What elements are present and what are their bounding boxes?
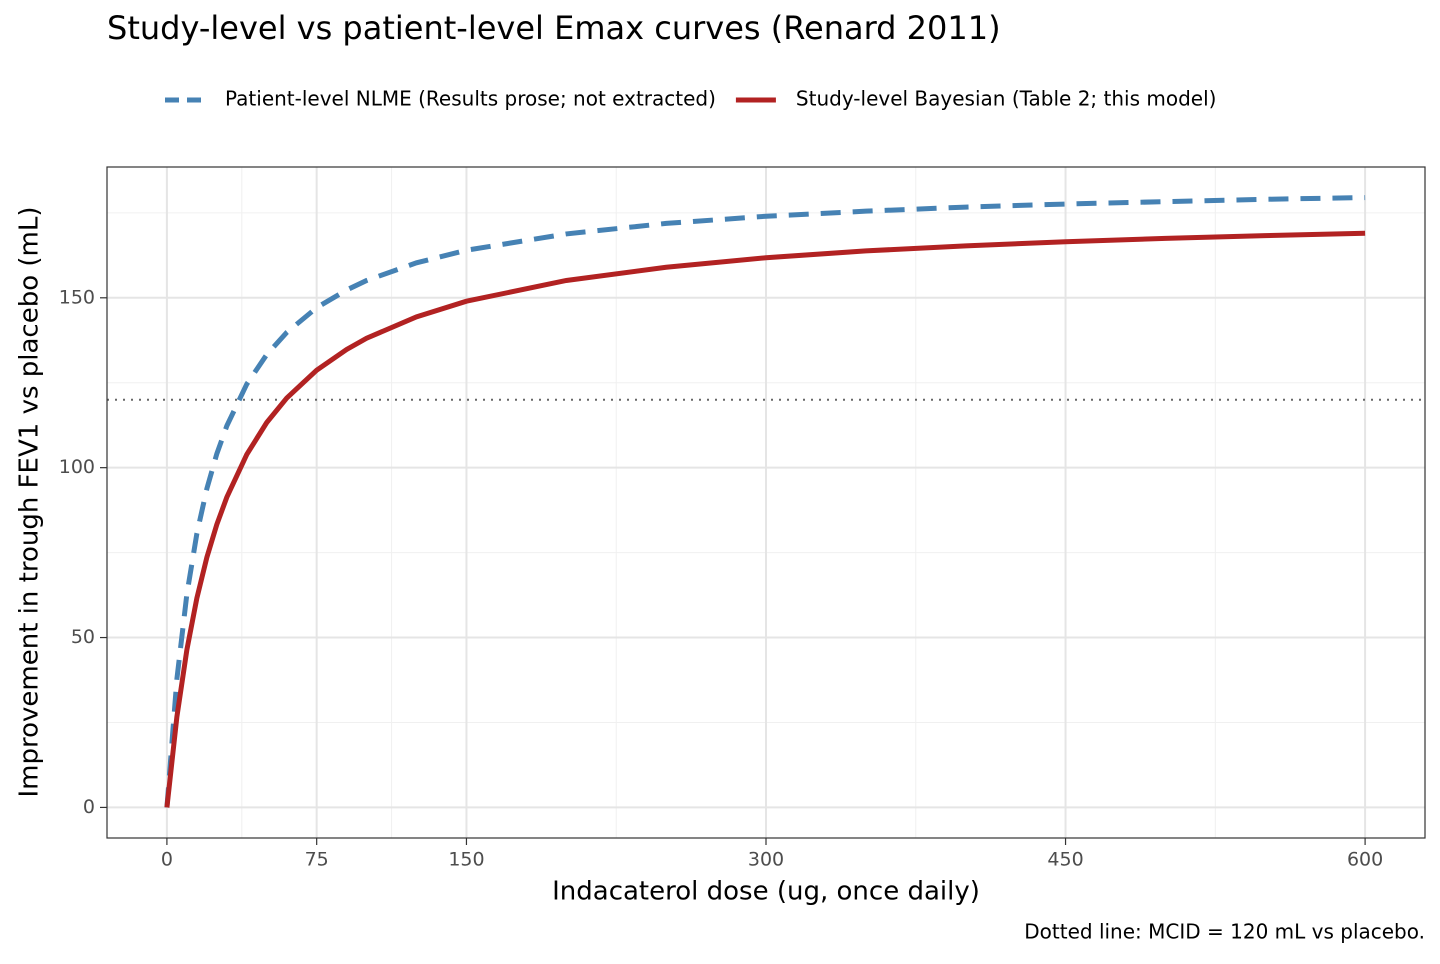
- series-line: [164, 230, 1366, 808]
- panel-border: [106, 166, 1426, 839]
- x-tick-label: 0: [161, 849, 173, 871]
- y-tick-label: 50: [71, 626, 95, 648]
- y-tick-label: 100: [59, 456, 95, 478]
- x-axis-label: Indacaterol dose (ug, once daily): [552, 877, 980, 907]
- caption: Dotted line: MCID = 120 mL vs placebo.: [1024, 920, 1425, 944]
- y-tick-label: 150: [59, 286, 95, 308]
- y-tick-label: 0: [83, 796, 95, 818]
- legend-label: Patient-level NLME (Results prose; not e…: [225, 87, 716, 111]
- y-axis-label: Improvement in trough FEV1 vs placebo (m…: [15, 207, 45, 798]
- x-tick-label: 75: [305, 849, 329, 871]
- series-line: [164, 195, 1366, 808]
- x-tick-label: 450: [1047, 849, 1083, 871]
- x-tick-label: 300: [748, 849, 784, 871]
- legend-label: Study-level Bayesian (Table 2; this mode…: [796, 87, 1217, 111]
- chart-title: Study-level vs patient-level Emax curves…: [107, 9, 1001, 47]
- x-tick-label: 600: [1347, 849, 1383, 871]
- x-tick-label: 150: [448, 849, 484, 871]
